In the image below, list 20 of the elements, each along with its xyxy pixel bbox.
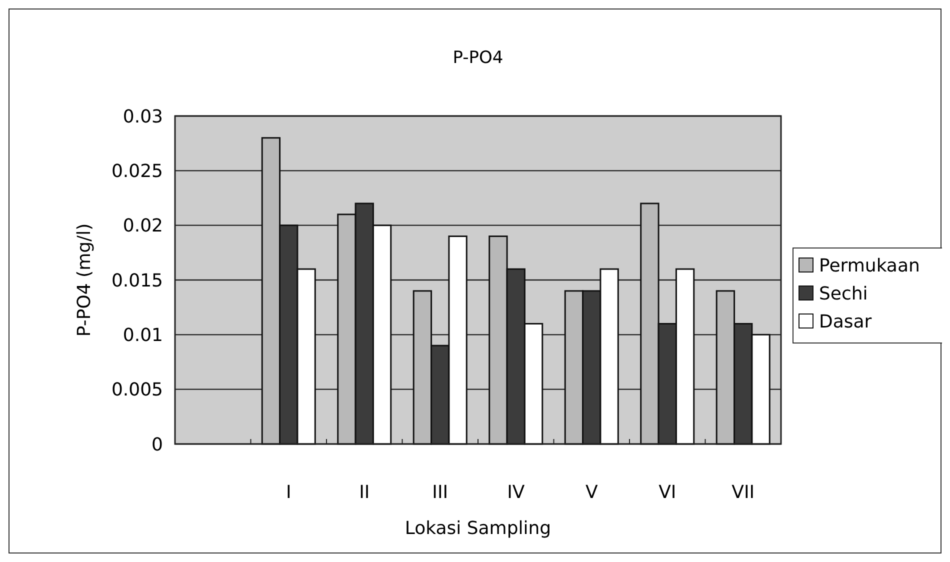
- x-tick-label: VI: [658, 482, 676, 503]
- x-tick-label: IV: [507, 482, 526, 503]
- legend-label: Sechi: [819, 283, 868, 304]
- y-tick-label: 0.03: [122, 106, 163, 128]
- x-tick-label: III: [432, 482, 448, 503]
- y-tick-label: 0.02: [122, 216, 163, 237]
- x-tick-label: VII: [732, 482, 755, 503]
- chart-title: P-PO4: [452, 48, 504, 68]
- legend-label: Dasar: [819, 311, 872, 332]
- y-tick-label: 0.015: [111, 270, 163, 292]
- y-axis-title: P-PO4 (mg/l): [74, 223, 95, 337]
- y-tick-label: 0.005: [111, 380, 163, 401]
- y-tick-label: 0.01: [122, 324, 163, 346]
- x-tick-label: I: [286, 482, 292, 503]
- y-tick-label: 0.025: [111, 160, 163, 182]
- legend-label: Permukaan: [819, 255, 920, 276]
- x-tick-label: V: [585, 482, 598, 503]
- y-tick-label: 0: [152, 434, 163, 456]
- x-tick-label: II: [359, 482, 370, 503]
- x-axis-title: Lokasi Sampling: [404, 518, 552, 539]
